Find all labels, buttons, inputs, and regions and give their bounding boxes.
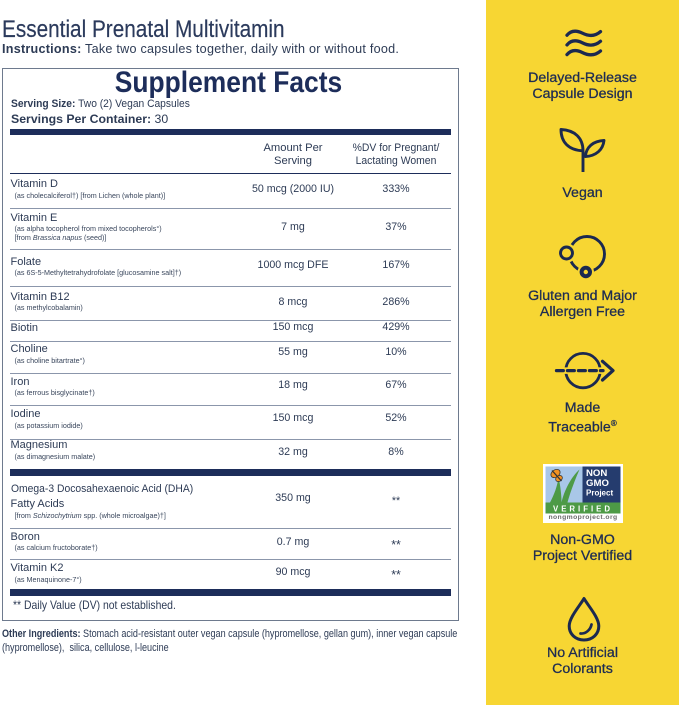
svg-text:Project: Project: [586, 488, 613, 497]
svg-text:VERIFIED: VERIFIED: [553, 504, 613, 513]
svg-text:NON: NON: [586, 468, 607, 479]
svg-text:GMO: GMO: [586, 477, 609, 488]
svg-text:nongmoproject.org: nongmoproject.org: [548, 514, 617, 521]
